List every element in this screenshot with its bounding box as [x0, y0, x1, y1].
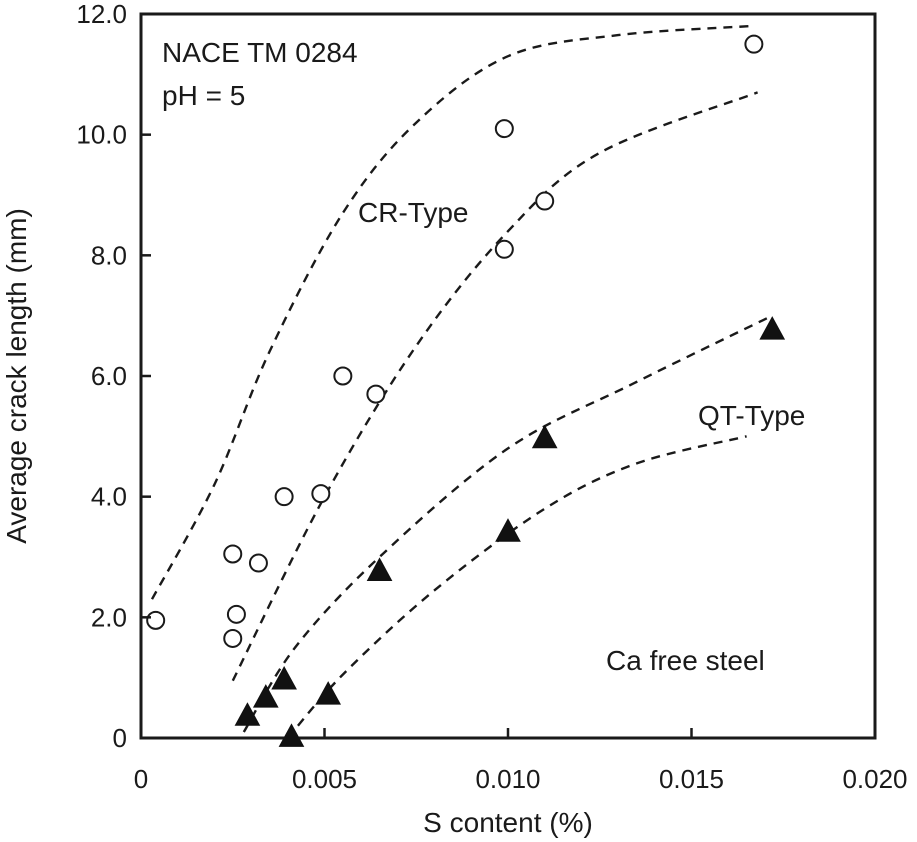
method-annotation: NACE TM 0284 — [162, 37, 358, 68]
x-tick-label: 0.015 — [659, 764, 724, 794]
cr-type-data-point — [311, 484, 331, 504]
cr-type-data-point — [223, 544, 243, 564]
x-axis-ticks: 0 0.005 0.010 0.015 0.020 — [134, 728, 908, 794]
y-tick-label: 4.0 — [91, 482, 127, 512]
x-tick-label: 0.010 — [475, 764, 540, 794]
y-tick-label: 8.0 — [91, 240, 127, 270]
qt-type-data-point — [234, 702, 261, 726]
qt-type-trend-curve-4 — [286, 435, 747, 739]
y-tick-label: 0 — [113, 723, 127, 753]
cr-type-data-point — [248, 553, 268, 573]
cr-type-trend-curve-1 — [150, 24, 751, 600]
qt-type-data-point — [366, 557, 393, 581]
y-tick-label: 6.0 — [91, 361, 127, 391]
y-tick-label: 12.0 — [76, 0, 127, 29]
qt-type-trend-curve-3 — [242, 314, 773, 733]
qt-type-data-point — [271, 665, 297, 690]
qt-type-data-point — [495, 518, 521, 542]
x-tick-label: 0.005 — [292, 764, 357, 794]
cr-type-data-point — [366, 384, 386, 404]
cr-type-data-point — [274, 487, 294, 507]
y-axis-title: Average crack length (mm) — [1, 208, 32, 544]
cr-type-data-point — [333, 366, 353, 386]
ph-annotation: pH = 5 — [162, 80, 245, 111]
cr-type-data-point — [226, 604, 246, 624]
x-tick-label: 0.020 — [842, 764, 907, 794]
steel-annotation: Ca free steel — [606, 645, 765, 676]
cr-type-data-point — [494, 239, 514, 259]
cr-type-data-point — [744, 34, 764, 54]
x-axis-title: S content (%) — [423, 807, 593, 838]
data-points — [146, 34, 786, 747]
y-tick-label: 10.0 — [76, 120, 127, 150]
qt-type-data-point — [252, 684, 279, 708]
cr-type-label: CR-Type — [358, 197, 468, 228]
qt-type-data-point — [531, 424, 558, 449]
y-axis-ticks: 0 2.0 4.0 6.0 8.0 10.0 12.0 — [76, 0, 151, 753]
cr-type-data-point — [494, 119, 514, 139]
y-tick-label: 2.0 — [91, 602, 127, 632]
qt-type-data-point — [315, 681, 342, 705]
cr-type-data-point — [535, 191, 555, 211]
qt-type-label: QT-Type — [698, 400, 805, 431]
trend-curves — [150, 24, 773, 739]
cr-type-data-point — [146, 610, 166, 630]
x-tick-label: 0 — [134, 764, 148, 794]
cr-type-trend-curve-2 — [231, 91, 759, 682]
qt-type-data-point — [759, 316, 786, 340]
cr-type-data-point — [223, 628, 243, 648]
qt-type-data-point — [278, 723, 305, 747]
